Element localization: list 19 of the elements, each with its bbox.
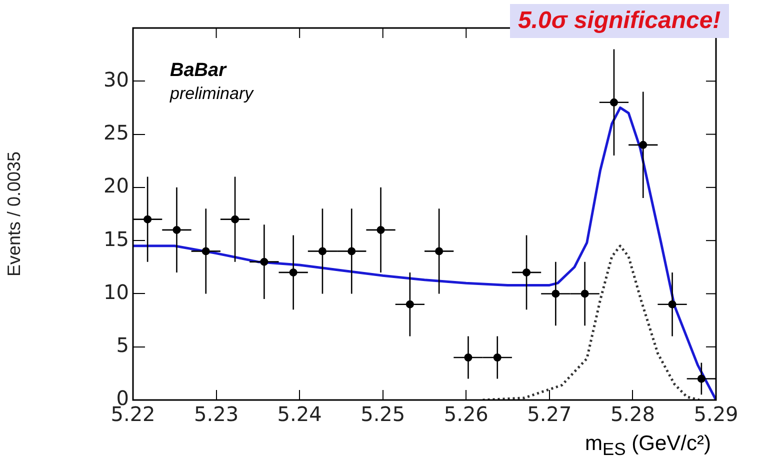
x-tick-label: 5.25 (360, 402, 406, 426)
annotation: BaBar (170, 60, 226, 82)
x-tick-label: 5.23 (194, 402, 239, 426)
y-axis-title: Events / 0.0035 (4, 151, 24, 277)
y-tick-label: 10 (104, 280, 129, 304)
y-tick-label: 30 (104, 67, 129, 92)
y-tick-label: 25 (104, 120, 129, 144)
y-tick-label: 15 (104, 226, 129, 251)
y-tick-label: 5 (116, 333, 129, 358)
x-tick-label: 5.27 (527, 402, 572, 426)
annotation: 5.0σ significance! (510, 4, 729, 38)
x-axis-title: m$_{ES}$ (GeV/c²) (584, 432, 711, 460)
x-tick-label: 5.24 (277, 402, 322, 426)
x-tick-label: 5.28 (610, 402, 655, 426)
y-tick-label: 20 (104, 174, 129, 198)
x-tick-label: 5.29 (694, 402, 738, 426)
annotation: preliminary (170, 84, 254, 104)
x-tick-label: 5.26 (444, 402, 488, 426)
line-series (482, 244, 701, 400)
